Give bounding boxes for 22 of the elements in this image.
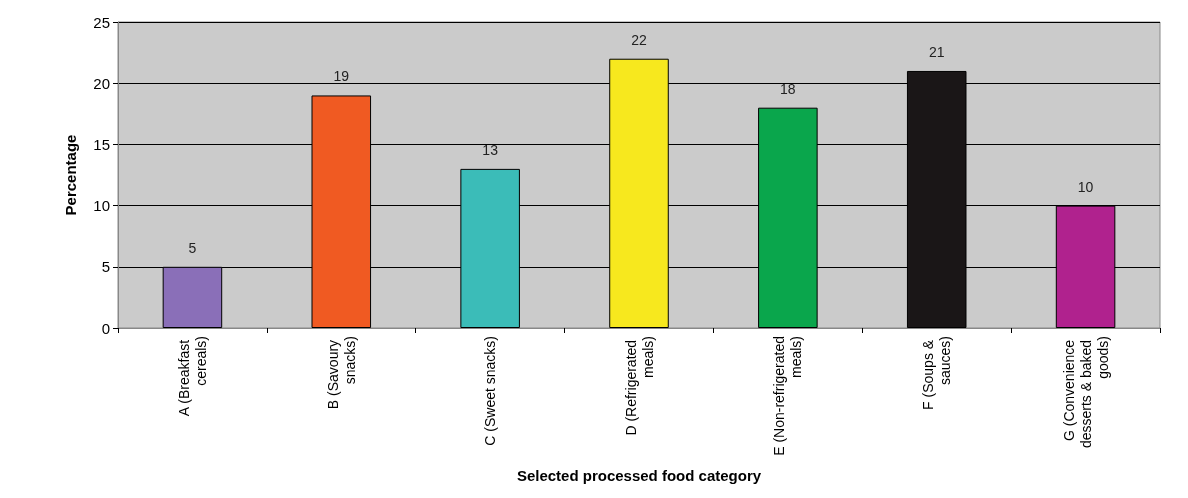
- x-axis-title: Selected processed food category: [516, 467, 762, 484]
- y-tick-label: 0: [101, 319, 110, 337]
- x-tick-label: F (Soups & sauces): [920, 336, 954, 410]
- y-tick-label: 5: [101, 258, 110, 276]
- data-label: 10: [1077, 178, 1094, 195]
- data-label: 19: [333, 68, 350, 85]
- data-label: 13: [482, 141, 499, 158]
- y-tick-label: 10: [93, 197, 110, 215]
- x-tick-label: E (Non-refrigerated meals): [771, 336, 805, 456]
- data-label: 21: [928, 43, 945, 60]
- x-tick-label: A (Breakfast cereals): [175, 336, 209, 417]
- x-tick-label: G (Convenience desserts & baked goods): [1060, 336, 1111, 449]
- data-label: 22: [631, 31, 647, 48]
- y-tick-label: 20: [93, 74, 110, 92]
- y-tick-label: 25: [93, 13, 110, 31]
- x-tick-label: B (Savoury snacks): [324, 336, 358, 410]
- y-axis-title: Percentage: [62, 134, 79, 216]
- data-label: 18: [780, 80, 796, 97]
- x-tick-label: C (Sweet snacks): [482, 336, 499, 446]
- y-tick-label: 15: [93, 135, 110, 153]
- data-label: 5: [188, 239, 197, 256]
- x-tick-label: D (Refrigerated meals): [622, 336, 656, 436]
